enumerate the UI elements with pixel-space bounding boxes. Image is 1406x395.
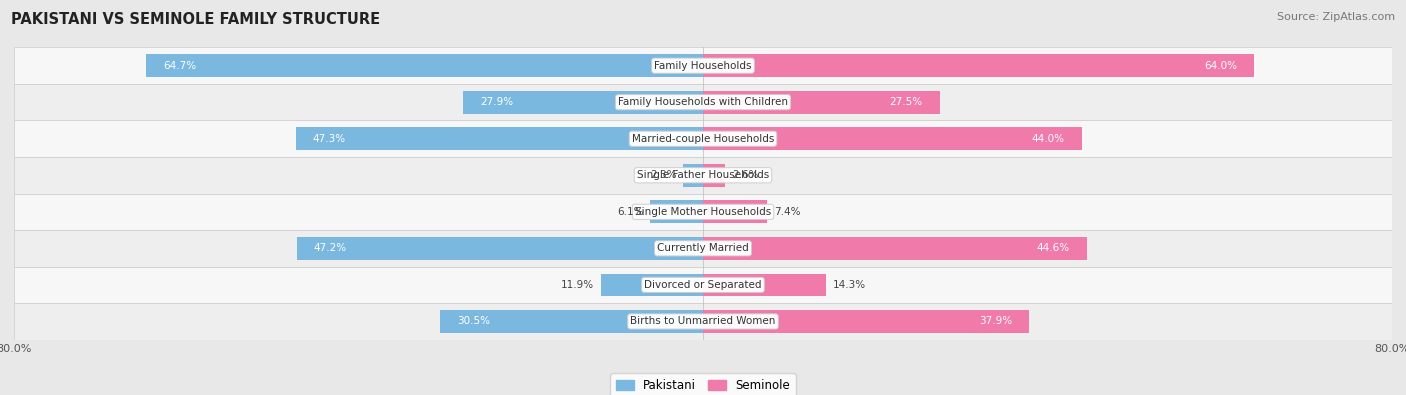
Text: 6.1%: 6.1% xyxy=(617,207,644,217)
Bar xyxy=(703,274,827,296)
Text: Single Father Households: Single Father Households xyxy=(637,170,769,180)
Bar xyxy=(14,84,1392,120)
Text: Family Households: Family Households xyxy=(654,61,752,71)
Text: Single Mother Households: Single Mother Households xyxy=(636,207,770,217)
Bar xyxy=(14,230,1392,267)
Text: Source: ZipAtlas.com: Source: ZipAtlas.com xyxy=(1277,12,1395,22)
Bar xyxy=(703,55,1254,77)
Bar xyxy=(297,237,703,260)
Text: 47.3%: 47.3% xyxy=(314,134,346,144)
Bar xyxy=(683,164,703,186)
Text: 64.0%: 64.0% xyxy=(1204,61,1237,71)
Bar xyxy=(295,128,703,150)
Bar xyxy=(14,303,1392,340)
Bar xyxy=(703,201,766,223)
Text: 44.0%: 44.0% xyxy=(1032,134,1064,144)
Bar xyxy=(600,274,703,296)
Text: 27.9%: 27.9% xyxy=(479,97,513,107)
Text: 44.6%: 44.6% xyxy=(1036,243,1070,253)
Text: Births to Unmarried Women: Births to Unmarried Women xyxy=(630,316,776,326)
Legend: Pakistani, Seminole: Pakistani, Seminole xyxy=(610,373,796,395)
Bar xyxy=(14,120,1392,157)
Bar xyxy=(14,194,1392,230)
Text: PAKISTANI VS SEMINOLE FAMILY STRUCTURE: PAKISTANI VS SEMINOLE FAMILY STRUCTURE xyxy=(11,12,381,27)
Bar xyxy=(14,157,1392,194)
Bar xyxy=(703,91,939,113)
Text: 11.9%: 11.9% xyxy=(561,280,593,290)
Text: Divorced or Separated: Divorced or Separated xyxy=(644,280,762,290)
Bar xyxy=(703,237,1087,260)
Text: Married-couple Households: Married-couple Households xyxy=(631,134,775,144)
Text: 7.4%: 7.4% xyxy=(773,207,800,217)
Bar xyxy=(14,47,1392,84)
Text: 2.3%: 2.3% xyxy=(650,170,676,180)
Text: 37.9%: 37.9% xyxy=(979,316,1012,326)
Text: Family Households with Children: Family Households with Children xyxy=(619,97,787,107)
Text: Currently Married: Currently Married xyxy=(657,243,749,253)
Bar xyxy=(440,310,703,333)
Text: 14.3%: 14.3% xyxy=(832,280,866,290)
Text: 47.2%: 47.2% xyxy=(314,243,347,253)
Bar xyxy=(651,201,703,223)
Bar xyxy=(463,91,703,113)
Text: 27.5%: 27.5% xyxy=(890,97,922,107)
Text: 2.6%: 2.6% xyxy=(733,170,759,180)
Bar xyxy=(146,55,703,77)
Text: 64.7%: 64.7% xyxy=(163,61,197,71)
Bar xyxy=(703,128,1083,150)
Bar xyxy=(703,164,725,186)
Bar xyxy=(14,267,1392,303)
Bar xyxy=(703,310,1029,333)
Text: 30.5%: 30.5% xyxy=(457,316,491,326)
